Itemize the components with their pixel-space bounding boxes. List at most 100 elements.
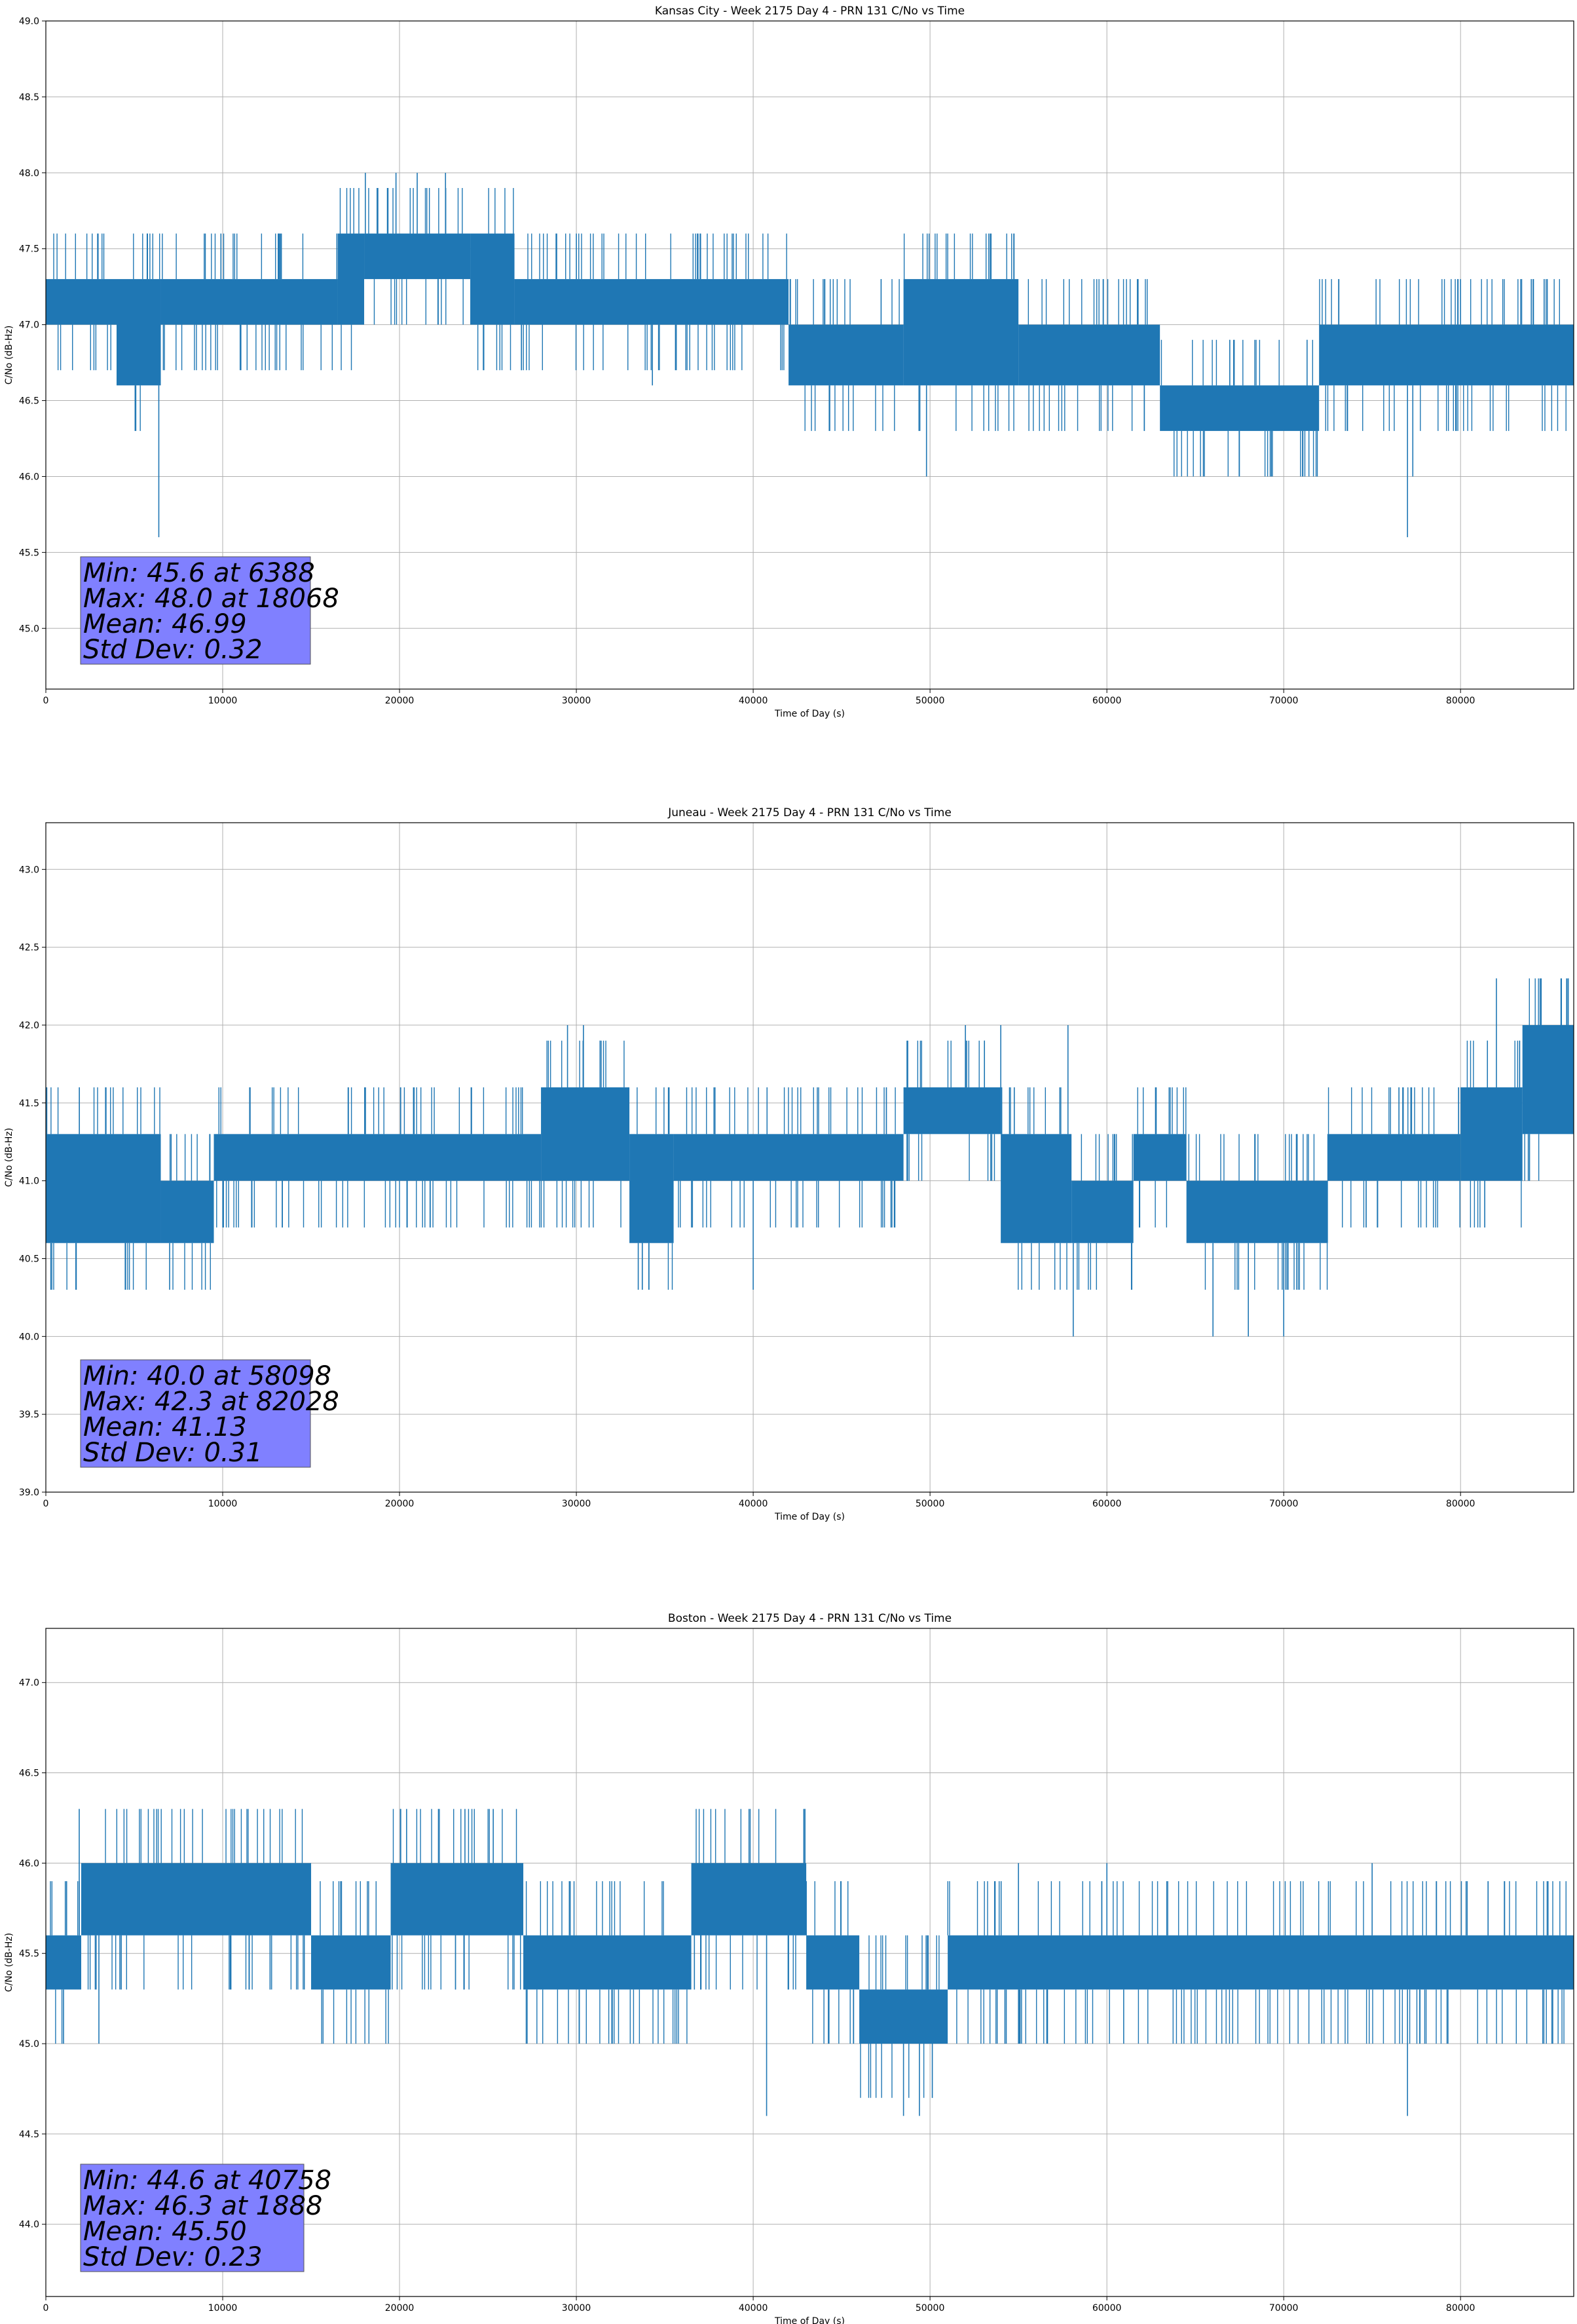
data-band xyxy=(337,233,365,325)
y-tick-label: 45.5 xyxy=(19,1949,39,1959)
data-band xyxy=(1186,1180,1328,1243)
stats-box-bg xyxy=(80,1359,311,1468)
data-band xyxy=(903,279,1019,386)
y-tick-label: 42.0 xyxy=(19,1021,39,1031)
x-tick-label: 50000 xyxy=(916,1499,945,1509)
y-tick-label: 41.0 xyxy=(19,1176,39,1187)
x-tick-label: 60000 xyxy=(1092,2303,1122,2314)
chart-title: Boston - Week 2175 Day 4 - PRN 131 C/No … xyxy=(668,1612,952,1625)
stats-mean: Mean: 46.99 xyxy=(83,609,247,639)
y-axis-label: C/No (dB-Hz) xyxy=(4,1128,14,1187)
x-tick-label: 30000 xyxy=(562,1499,591,1509)
x-tick-label: 40000 xyxy=(739,696,768,706)
data-band xyxy=(859,1989,948,2044)
series-cno xyxy=(46,1809,1574,2116)
chart-title: Juneau - Week 2175 Day 4 - PRN 131 C/No … xyxy=(667,806,952,819)
x-tick-label: 80000 xyxy=(1446,1499,1475,1509)
axes-frame xyxy=(45,1628,1574,2297)
y-tick-label: 45.5 xyxy=(19,548,39,558)
ticks: 0 10000 20000 30000 40000 50000 60000 70000 8000… xyxy=(19,865,1475,1509)
ticks: 0 10000 20000 30000 40000 50000 60000 70000 8000… xyxy=(19,1678,1475,2314)
y-tick-label: 41.5 xyxy=(19,1098,39,1109)
data-band xyxy=(213,1134,542,1181)
stats-std: Std Dev: 0.23 xyxy=(83,2242,263,2272)
y-tick-label: 46.0 xyxy=(19,1858,39,1869)
data-band xyxy=(1319,324,1574,386)
stats-max: Max: 46.3 at 1888 xyxy=(83,2191,322,2221)
x-tick-label: 60000 xyxy=(1092,1499,1122,1509)
x-tick-label: 40000 xyxy=(739,2303,768,2314)
data-band xyxy=(629,1134,674,1243)
chart-title: Kansas City - Week 2175 Day 4 - PRN 131 … xyxy=(655,5,965,18)
data-band xyxy=(160,1180,214,1243)
y-tick-label: 45.0 xyxy=(19,624,39,634)
y-tick-label: 43.0 xyxy=(19,865,39,875)
data-band xyxy=(311,1935,391,1990)
y-tick-label: 47.0 xyxy=(19,320,39,331)
y-tick-label: 44.5 xyxy=(19,2129,39,2140)
data-band xyxy=(788,324,904,386)
data-band xyxy=(514,279,789,325)
y-tick-label: 47.0 xyxy=(19,1678,39,1689)
data-band xyxy=(470,233,515,325)
data-band xyxy=(673,1134,904,1181)
stats-max: Max: 42.3 at 82028 xyxy=(83,1387,339,1417)
x-axis-label: Time of Day (s) xyxy=(774,2316,845,2324)
x-tick-label: 10000 xyxy=(208,2303,238,2314)
data-band xyxy=(364,233,471,280)
data-band xyxy=(160,279,338,325)
ticks: 0 10000 20000 30000 40000 50000 60000 70000 8000… xyxy=(19,16,1475,706)
stats-max: Max: 48.0 at 18068 xyxy=(83,584,339,614)
data-band xyxy=(1160,385,1320,431)
x-axis-label: Time of Day (s) xyxy=(774,1512,845,1522)
y-tick-label: 40.5 xyxy=(19,1254,39,1264)
data-band xyxy=(806,1935,860,1990)
data-band xyxy=(1071,1180,1134,1243)
x-tick-label: 70000 xyxy=(1269,1499,1299,1509)
x-tick-label: 10000 xyxy=(208,696,238,706)
y-tick-label: 49.0 xyxy=(19,16,39,27)
x-tick-label: 70000 xyxy=(1269,696,1299,706)
data-band xyxy=(81,1863,312,1936)
data-band xyxy=(691,1863,807,1936)
series-cno xyxy=(46,978,1574,1337)
stats-std: Std Dev: 0.32 xyxy=(83,635,263,665)
y-axis-label: C/No (dB-Hz) xyxy=(4,326,14,384)
y-tick-label: 46.0 xyxy=(19,472,39,482)
x-tick-label: 50000 xyxy=(916,2303,945,2314)
y-tick-label: 48.5 xyxy=(19,92,39,103)
x-tick-label: 30000 xyxy=(562,696,591,706)
y-tick-label: 45.0 xyxy=(19,2039,39,2050)
chart-panel-2: 0 10000 20000 30000 40000 50000 60000 70000 8000… xyxy=(4,806,1574,1522)
data-band xyxy=(117,1134,161,1243)
y-tick-label: 44.0 xyxy=(19,2220,39,2230)
y-tick-label: 48.0 xyxy=(19,168,39,179)
x-tick-label: 20000 xyxy=(385,2303,415,2314)
x-tick-label: 50000 xyxy=(916,696,945,706)
y-axis-label: C/No (dB-Hz) xyxy=(4,1933,14,1992)
data-band xyxy=(46,1935,82,1990)
x-tick-label: 80000 xyxy=(1446,2303,1475,2314)
stats-min: Min: 40.0 at 58098 xyxy=(83,1361,331,1391)
stats-mean: Mean: 45.50 xyxy=(83,2217,247,2247)
data-band xyxy=(948,1935,1574,1990)
data-band xyxy=(1018,324,1160,386)
data-band xyxy=(117,279,161,386)
data-band xyxy=(390,1863,524,1936)
data-band xyxy=(523,1935,692,1990)
data-band xyxy=(541,1087,630,1181)
data-band xyxy=(1327,1134,1461,1181)
x-tick-label: 30000 xyxy=(562,2303,591,2314)
data-band xyxy=(903,1087,1001,1134)
y-tick-label: 40.0 xyxy=(19,1332,39,1342)
axes-frame xyxy=(45,20,1574,690)
x-tick-label: 70000 xyxy=(1269,2303,1299,2314)
y-tick-label: 47.5 xyxy=(19,244,39,255)
data-band xyxy=(1460,1087,1523,1181)
x-tick-label: 20000 xyxy=(385,696,415,706)
x-tick-label: 10000 xyxy=(208,1499,238,1509)
stats-mean: Mean: 41.13 xyxy=(83,1412,247,1442)
y-tick-label: 46.5 xyxy=(19,396,39,407)
y-tick-label: 39.5 xyxy=(19,1410,39,1420)
